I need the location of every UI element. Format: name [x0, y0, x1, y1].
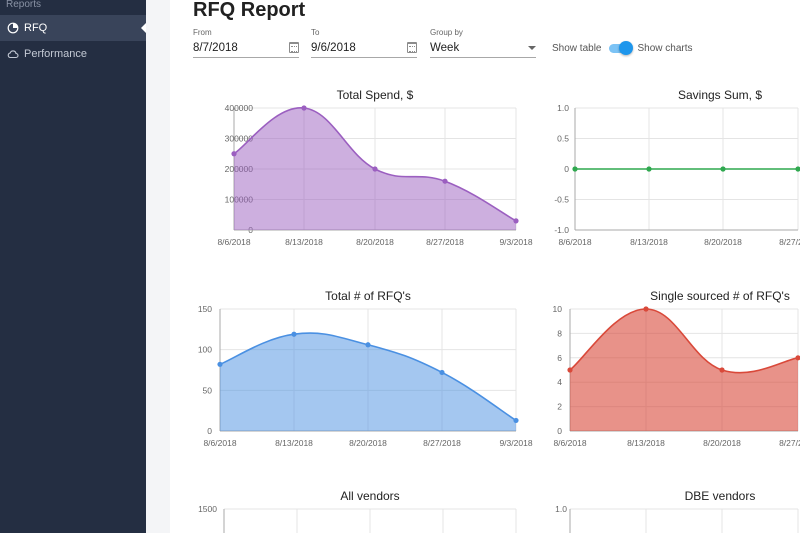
to-date-value[interactable]: 9/6/2018	[311, 41, 356, 54]
x-tick-label: 8/20/2018	[356, 237, 394, 247]
y-tick-label: -1.0	[554, 225, 569, 235]
data-point	[301, 105, 307, 111]
x-tick-label: 8/13/2018	[627, 438, 665, 448]
from-label: From	[193, 28, 212, 37]
series-line	[569, 308, 799, 374]
y-tick-label: 1500	[198, 504, 217, 514]
y-tick-label: 100	[198, 345, 212, 355]
x-tick-label: 8/20/2018	[704, 237, 742, 247]
page-title: RFQ Report	[193, 0, 306, 21]
x-tick-label: 8/27/2018	[779, 237, 800, 247]
view-toggle-group: Show table Show charts	[552, 41, 693, 55]
y-tick-label: 0.5	[557, 134, 569, 144]
data-point	[365, 342, 371, 348]
to-label: To	[311, 28, 320, 37]
pie-chart-icon	[7, 22, 19, 34]
x-tick-label: 8/13/2018	[275, 438, 313, 448]
toggle-knob	[619, 41, 634, 55]
sidebar-section-label: Reports	[6, 0, 42, 10]
data-point	[567, 367, 573, 373]
data-point	[217, 361, 223, 367]
show-table-label[interactable]: Show table	[552, 42, 602, 54]
x-tick-label: 8/20/2018	[349, 438, 387, 448]
view-toggle-switch[interactable]	[607, 41, 634, 55]
y-tick-label: 150	[198, 304, 212, 314]
chart-title-all-vendors: All vendors	[340, 489, 400, 503]
series-area	[570, 309, 798, 431]
series-area	[234, 107, 516, 230]
x-tick-label: 8/6/2018	[203, 438, 236, 448]
group-by-value[interactable]: Week	[430, 41, 460, 54]
y-tick-label: 0	[557, 426, 562, 436]
x-tick-label: 8/6/2018	[558, 237, 591, 247]
sidebar-item-label: RFQ	[24, 22, 48, 34]
chevron-down-icon[interactable]	[528, 45, 536, 50]
y-tick-label: 2	[557, 402, 562, 412]
y-tick-label: 0	[564, 164, 569, 174]
y-tick-label: 8	[557, 328, 562, 338]
sidebar: Reports RFQ Performance	[0, 0, 146, 533]
y-tick-label: 10	[553, 304, 563, 314]
y-tick-label: 1.0	[555, 504, 567, 514]
x-tick-label: 8/6/2018	[217, 237, 250, 247]
x-tick-label: 8/6/2018	[553, 438, 586, 448]
x-tick-label: 8/13/2018	[285, 237, 323, 247]
x-tick-label: 8/13/2018	[630, 237, 668, 247]
data-point	[720, 166, 726, 172]
from-date-field[interactable]: From 8/7/2018	[193, 28, 299, 58]
data-point	[372, 166, 378, 172]
data-point	[513, 218, 519, 224]
chart-title-single-sourced: Single sourced # of RFQ's	[650, 289, 790, 303]
data-point	[646, 166, 652, 172]
data-point	[513, 417, 519, 424]
y-tick-label: 300000	[225, 134, 254, 144]
x-tick-label: 8/27/2018	[426, 237, 464, 247]
content-gutter	[146, 0, 170, 533]
from-date-value[interactable]: 8/7/2018	[193, 41, 238, 54]
x-tick-label: 8/27/2018	[423, 438, 461, 448]
sidebar-item-rfq[interactable]: RFQ	[0, 15, 146, 41]
x-tick-label: 9/3/2018	[499, 438, 532, 448]
y-tick-label: 1.0	[557, 103, 569, 113]
data-point	[439, 369, 445, 376]
chart-title-total-rfqs: Total # of RFQ's	[325, 289, 411, 303]
series-area	[220, 333, 516, 431]
data-point	[795, 166, 800, 172]
data-point	[795, 355, 800, 361]
chart-title-total-spend: Total Spend, $	[336, 88, 414, 102]
x-tick-label: 8/20/2018	[703, 438, 741, 448]
y-tick-label: 50	[203, 385, 213, 395]
y-tick-label: -0.5	[554, 195, 569, 205]
group-by-select[interactable]: Group by Week	[430, 28, 536, 58]
y-tick-label: 400000	[225, 103, 254, 113]
data-point	[719, 367, 725, 373]
y-tick-label: 0	[207, 426, 212, 436]
data-point	[442, 178, 448, 184]
calendar-icon[interactable]	[289, 42, 299, 53]
calendar-icon[interactable]	[407, 42, 417, 53]
data-point	[572, 166, 578, 172]
chart-title-dbe-vendors: DBE vendors	[684, 489, 756, 503]
group-by-label: Group by	[430, 28, 463, 37]
y-tick-label: 4	[557, 377, 562, 387]
y-tick-label: 6	[557, 353, 562, 363]
active-indicator	[141, 23, 146, 33]
x-tick-label: 8/27/2018	[779, 438, 800, 448]
data-point	[231, 151, 237, 157]
to-date-field[interactable]: To 9/6/2018	[311, 28, 417, 58]
cloud-icon	[7, 48, 19, 60]
chart-title-savings-sum: Savings Sum, $	[677, 88, 763, 102]
data-point	[643, 306, 649, 312]
x-tick-label: 9/3/2018	[499, 237, 532, 247]
show-charts-label[interactable]: Show charts	[637, 42, 693, 54]
data-point	[291, 331, 297, 337]
sidebar-item-performance[interactable]: Performance	[0, 41, 146, 67]
sidebar-item-label: Performance	[24, 48, 87, 60]
